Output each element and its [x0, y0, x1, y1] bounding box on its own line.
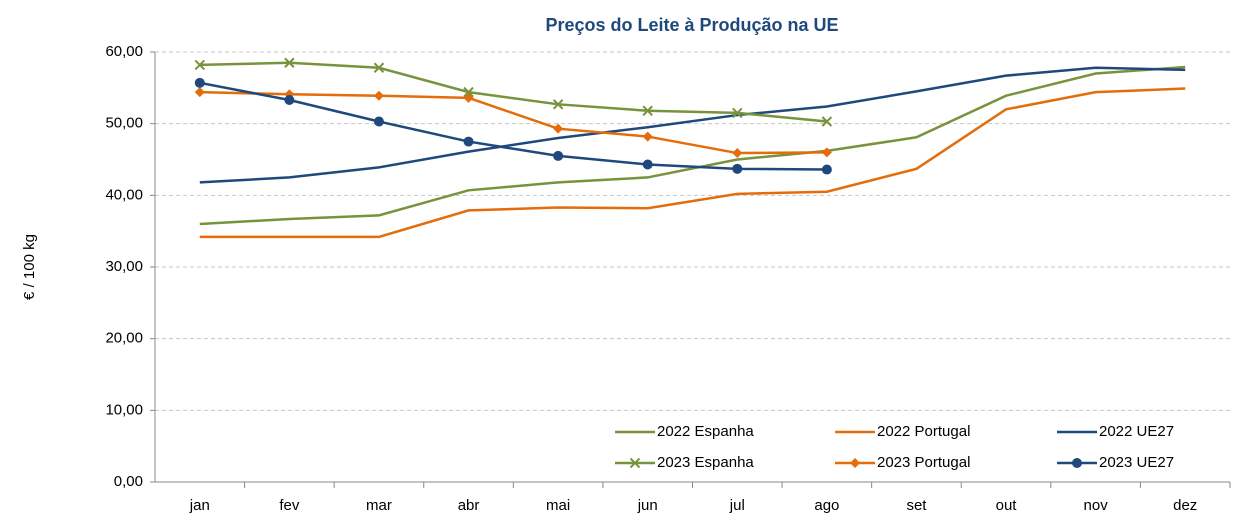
- data-point: [553, 150, 564, 161]
- y-tick-label: 50,00: [105, 115, 143, 132]
- legend-label: 2022 Portugal: [877, 423, 970, 440]
- y-tick-label: 30,00: [105, 258, 143, 275]
- x-tick-label: jan: [189, 497, 210, 514]
- data-point: [373, 62, 385, 73]
- legend-marker: [629, 457, 641, 469]
- data-point: [732, 148, 743, 159]
- x-tick-label: abr: [458, 497, 480, 514]
- series-line: [199, 61, 827, 123]
- data-point: [373, 90, 384, 101]
- x-tick-label: mar: [366, 497, 392, 514]
- data-point: [194, 59, 205, 71]
- legend-label: 2023 Espanha: [657, 454, 754, 471]
- x-tick-label: jul: [729, 497, 745, 514]
- chart-title: Preços do Leite à Produção na UE: [545, 15, 838, 35]
- data-point: [194, 77, 205, 88]
- x-tick-label: set: [906, 497, 927, 514]
- x-tick-label: out: [996, 497, 1018, 514]
- legend-label: 2022 UE27: [1099, 423, 1174, 440]
- series-line: [199, 87, 1186, 239]
- data-point: [642, 131, 653, 142]
- series-line: [199, 66, 1186, 184]
- legend-marker: [850, 458, 860, 468]
- x-tick-label: nov: [1084, 497, 1109, 514]
- data-point: [284, 57, 295, 68]
- data-point: [284, 95, 295, 106]
- data-point: [732, 107, 743, 119]
- data-point: [463, 92, 474, 103]
- y-tick-label: 40,00: [105, 186, 143, 203]
- data-point: [373, 116, 384, 127]
- x-tick-label: mai: [546, 497, 570, 514]
- legend-marker: [1072, 458, 1082, 468]
- x-tick-label: jun: [637, 497, 658, 514]
- data-point: [821, 164, 832, 175]
- data-point: [821, 147, 832, 158]
- data-point: [463, 86, 474, 98]
- series-line: [199, 65, 1186, 226]
- data-point: [642, 105, 653, 116]
- data-point: [821, 116, 833, 127]
- y-tick-label: 10,00: [105, 401, 143, 418]
- data-point: [553, 123, 564, 134]
- x-tick-label: fev: [279, 497, 300, 514]
- y-axis-label: € / 100 kg: [21, 234, 38, 300]
- series-line: [199, 90, 827, 155]
- data-point: [552, 99, 564, 110]
- data-point: [642, 159, 653, 170]
- data-point: [732, 163, 743, 174]
- series-line: [199, 81, 827, 171]
- legend-label: 2023 UE27: [1099, 454, 1174, 471]
- legend-label: 2022 Espanha: [657, 423, 754, 440]
- x-tick-label: dez: [1173, 497, 1197, 514]
- y-tick-label: 0,00: [114, 473, 143, 490]
- legend-label: 2023 Portugal: [877, 454, 970, 471]
- y-tick-label: 20,00: [105, 330, 143, 347]
- data-point: [463, 136, 474, 147]
- y-tick-label: 60,00: [105, 43, 143, 60]
- x-tick-label: ago: [814, 497, 839, 514]
- data-point: [194, 87, 205, 98]
